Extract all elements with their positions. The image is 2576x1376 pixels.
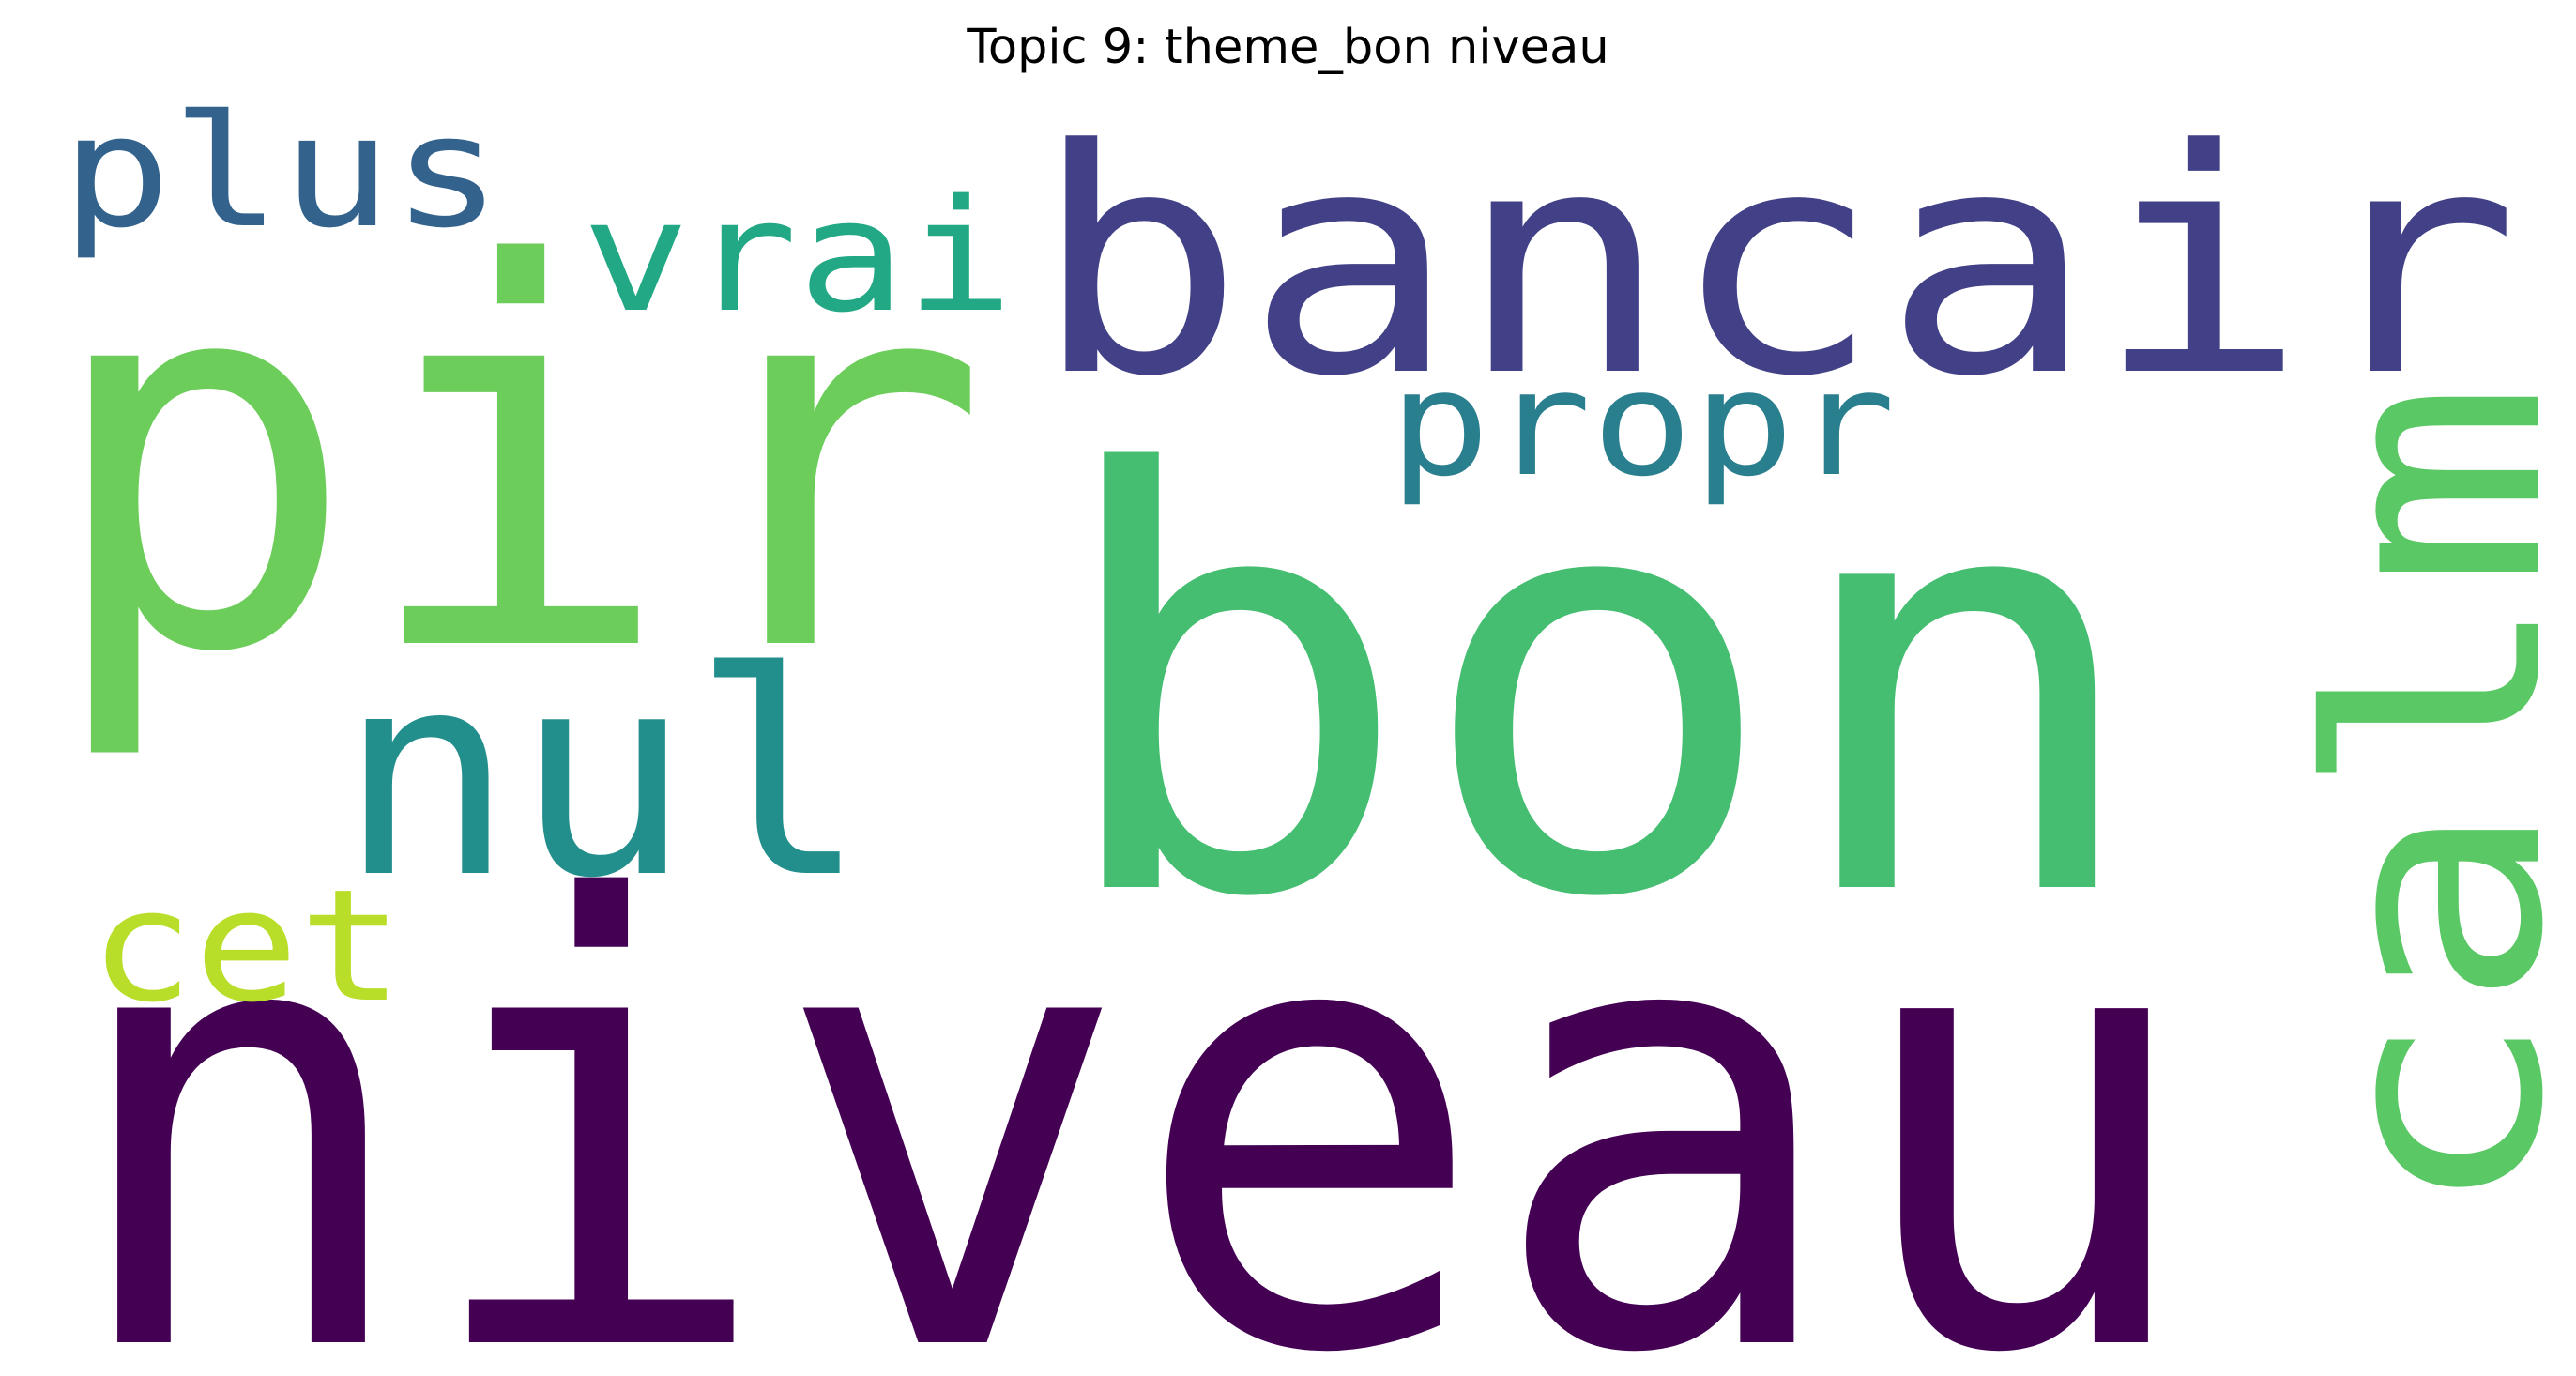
word-plus: plus <box>61 82 502 262</box>
word-propr: propr <box>1389 339 1896 509</box>
word-calm: calm <box>2269 380 2576 1220</box>
word-niveau: niveau <box>61 774 2201 1376</box>
chart-title: Topic 9: theme_bon niveau <box>967 20 1609 75</box>
word-cet: cet <box>89 856 404 1036</box>
word-vrai: vrai <box>582 166 1014 346</box>
word-bon: bon <box>1046 356 2149 1022</box>
word-pir: pir <box>42 156 990 768</box>
word-bancair: bancair <box>1032 84 2520 444</box>
word-nul: nul <box>338 612 868 940</box>
